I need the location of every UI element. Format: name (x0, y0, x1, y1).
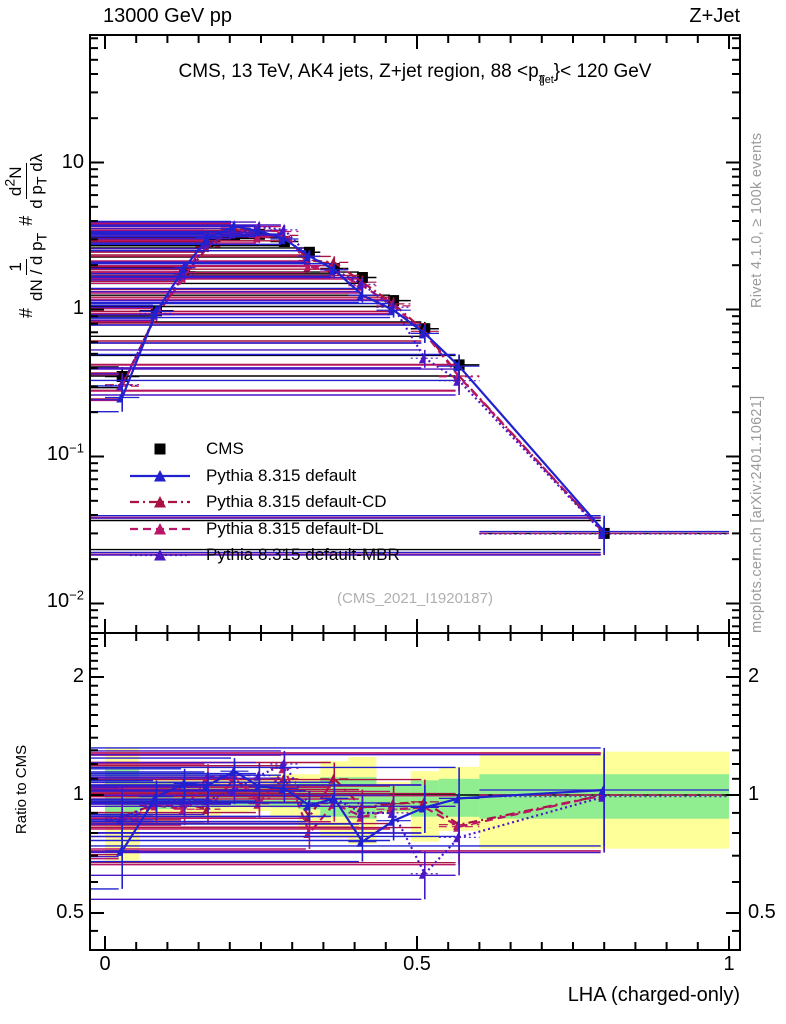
legend-item-default: Pythia 8.315 default (128, 463, 400, 490)
ylabel-hash-2: # (15, 215, 36, 226)
ylabel-frac1-num: 1 (6, 259, 27, 275)
legend-label-cd: Pythia 8.315 default-CD (206, 492, 387, 512)
mbr-marker-icon (130, 549, 190, 561)
analysis-watermark: (CMS_2021_I1920187) (337, 590, 493, 607)
ylabel-frac2-den: d pT dλ (26, 153, 50, 209)
title-suffix: }< 120 GeV (553, 61, 652, 82)
legend-item-dl: Pythia 8.315 default-DL (128, 516, 400, 543)
legend-item-cd: Pythia 8.315 default-CD (128, 489, 400, 516)
dl-marker-icon (130, 522, 190, 535)
main-ytick-0p01: 10−2 (46, 587, 84, 612)
main-ytick-0p1: 10−1 (46, 440, 84, 465)
legend-label-mbr: Pythia 8.315 default-MBR (206, 545, 400, 565)
ratio-y-axis-title: Ratio to CMS (13, 744, 30, 835)
ratio-ytick-right-0p5: 0.5 (748, 901, 776, 923)
legend-label-cms: CMS (206, 439, 244, 459)
beam-energy-label: 13000 GeV pp (103, 5, 232, 27)
xtick-1: 1 (723, 953, 735, 975)
main-y-axis-title: # 1 dN / d pT # d2N d pT dλ (2, 26, 50, 318)
rivet-version-label: Rivet 4.1.0, ≥ 100k events (749, 132, 765, 308)
ylabel-frac2-num: d2N (2, 163, 27, 200)
ratio-ytick-right-1: 1 (748, 783, 760, 805)
cms-marker-icon (154, 443, 166, 455)
legend-label-dl: Pythia 8.315 default-DL (206, 518, 384, 538)
legend-label-default: Pythia 8.315 default (206, 465, 357, 485)
ratio-ytick-left-2: 2 (72, 665, 84, 687)
ylabel-fraction-1: 1 dN / d pT (6, 232, 50, 301)
xtick-0: 0 (99, 953, 111, 975)
legend-item-mbr: Pythia 8.315 default-MBR (128, 542, 400, 569)
ylabel-frac1-den: dN / d pT (26, 232, 50, 301)
legend-item-cms: CMS (128, 436, 400, 463)
ylabel-hash-1: # (15, 307, 36, 318)
ratio-ytick-left-0p5: 0.5 (56, 901, 84, 923)
default-marker-icon (130, 469, 190, 482)
ylabel-fraction-2: d2N d pT dλ (2, 153, 50, 209)
xtick-0p5: 0.5 (403, 953, 431, 975)
cd-marker-icon (130, 496, 190, 508)
main-ytick-1: 1 (72, 297, 84, 319)
x-axis-title: LHA (charged-only) (567, 984, 740, 1006)
ratio-ytick-left-1: 1 (72, 783, 84, 805)
ratio-ytick-right-2: 2 (748, 665, 760, 687)
main-ytick-10: 10 (61, 151, 84, 173)
panel-title: CMS, 13 TeV, AK4 jets, Z+jet region, 88 … (178, 61, 652, 86)
mcplots-arxiv-label: mcplots.cern.ch [arXiv:2401.10621] (749, 395, 765, 634)
title-prefix: CMS, 13 TeV, AK4 jets, Z+jet region, 88 … (178, 61, 539, 82)
process-label: Z+Jet (689, 5, 740, 27)
legend: CMS Pythia 8.315 default Pythia 8.315 de… (128, 436, 400, 569)
